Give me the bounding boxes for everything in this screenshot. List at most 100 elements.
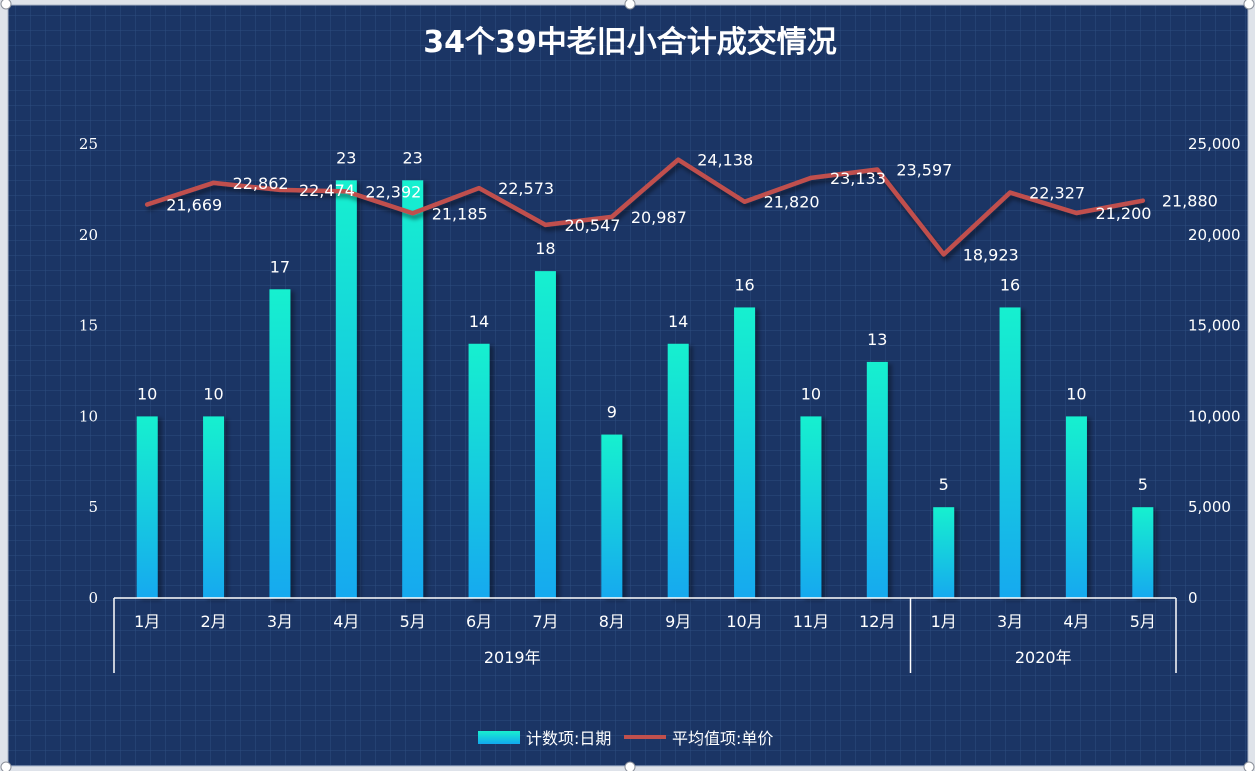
bar (933, 507, 955, 598)
line-value-label: 21,669 (166, 195, 222, 214)
category-label: 3月 (267, 612, 293, 631)
line-data-labels: 21,669 22,862 22,474 22,392 21,185 22,573 20,5… (166, 151, 1218, 265)
bar-value-label: 18 (535, 239, 555, 258)
resize-handle-top-right[interactable] (1243, 0, 1255, 10)
bar-value-label: 10 (137, 384, 157, 403)
bar (667, 343, 689, 598)
resize-handle-bottom-left[interactable] (0, 761, 12, 771)
right-tick-label: 20,000 (1188, 226, 1241, 244)
line-value-label: 23,133 (830, 169, 886, 188)
bar (999, 307, 1021, 598)
category-label: 4月 (1063, 612, 1089, 631)
left-tick-label: 15 (79, 317, 98, 335)
resize-handle-top-left[interactable] (0, 0, 12, 10)
bar (734, 307, 756, 598)
legend-label-bar: 计数项:日期 (526, 729, 611, 748)
line-value-label: 21,820 (764, 193, 820, 212)
bar-data-labels: 10 10 17 23 23 14 18 9 14 16 10 13 5 16 10 5 (137, 148, 1148, 494)
right-axis: 0 5,000 10,000 15,000 20,000 25,000 (1188, 135, 1241, 607)
line-value-label: 22,573 (498, 179, 554, 198)
right-tick-label: 25,000 (1188, 135, 1241, 153)
line-value-label: 22,474 (299, 181, 355, 200)
resize-handle-top[interactable] (624, 0, 636, 10)
line-value-label: 21,880 (1162, 192, 1218, 211)
line-value-label: 21,185 (432, 204, 488, 223)
left-tick-label: 0 (88, 589, 98, 607)
bar (866, 361, 888, 598)
line-value-label: 22,862 (233, 174, 289, 193)
line-value-label: 23,597 (896, 160, 952, 179)
bar (402, 180, 424, 598)
legend-swatch-bar (478, 731, 520, 744)
bar-value-label: 23 (336, 148, 356, 167)
line-series (144, 157, 1146, 257)
line-value-label: 20,547 (564, 216, 620, 235)
bar-value-label: 14 (469, 312, 489, 331)
bar (534, 271, 556, 598)
category-label: 6月 (466, 612, 492, 631)
category-label: 7月 (532, 612, 558, 631)
bar-value-label: 16 (1000, 275, 1020, 294)
line-value-label: 24,138 (697, 151, 753, 170)
left-tick-label: 10 (79, 407, 98, 425)
bar-series (136, 180, 1154, 598)
bar-value-label: 23 (403, 148, 423, 167)
line-value-label: 21,200 (1095, 204, 1151, 223)
bar (468, 343, 490, 598)
bar (136, 416, 158, 598)
category-label: 3月 (997, 612, 1023, 631)
left-tick-label: 5 (88, 498, 98, 516)
category-label: 12月 (859, 612, 895, 631)
bar-value-label: 5 (1138, 475, 1148, 494)
category-label: 2月 (200, 612, 226, 631)
right-tick-label: 5,000 (1188, 498, 1231, 516)
series-line (144, 157, 1146, 257)
resize-handle-bottom[interactable] (624, 761, 636, 771)
right-tick-label: 15,000 (1188, 317, 1241, 335)
bar (800, 416, 822, 598)
bar (335, 180, 357, 598)
line-value-label: 22,327 (1029, 184, 1085, 203)
legend-label-line: 平均值项:单价 (672, 729, 773, 748)
bar-value-label: 10 (1066, 384, 1086, 403)
line-value-label: 20,987 (631, 208, 687, 227)
category-label: 9月 (665, 612, 691, 631)
bar-value-label: 14 (668, 312, 688, 331)
bar (1065, 416, 1087, 598)
left-tick-label: 20 (79, 226, 98, 244)
bar-value-label: 16 (734, 275, 754, 294)
bar-value-label: 10 (801, 384, 821, 403)
category-label: 11月 (793, 612, 829, 631)
left-axis: 0 5 10 15 20 25 (79, 135, 98, 607)
bar-value-label: 17 (270, 257, 290, 276)
bar (601, 434, 623, 598)
category-label: 8月 (599, 612, 625, 631)
legend[interactable]: 计数项:日期 平均值项:单价 (478, 729, 773, 748)
x-axis: 1月 2月 3月 4月 5月 6月 7月 8月 9月 10月 11月 12月 1月 3月 4月 5月 2019年… (113, 597, 1177, 673)
category-label: 1月 (134, 612, 160, 631)
group-label: 2020年 (1015, 648, 1072, 667)
left-tick-label: 25 (79, 135, 98, 153)
line-value-label: 18,923 (963, 245, 1019, 264)
group-label: 2019年 (484, 648, 541, 667)
bar (203, 416, 225, 598)
bar-value-label: 9 (607, 403, 617, 422)
category-label: 1月 (931, 612, 957, 631)
category-label: 4月 (333, 612, 359, 631)
right-tick-label: 0 (1188, 589, 1198, 607)
bar-value-label: 5 (939, 475, 949, 494)
category-label: 5月 (400, 612, 426, 631)
chart-grid (8, 5, 1248, 766)
bar (269, 289, 291, 598)
right-tick-label: 10,000 (1188, 407, 1241, 425)
bar-value-label: 13 (867, 330, 887, 349)
resize-handle-bottom-right[interactable] (1243, 761, 1255, 771)
category-label: 10月 (726, 612, 762, 631)
category-label: 5月 (1130, 612, 1156, 631)
line-value-label: 22,392 (365, 182, 421, 201)
chart-title: 34个39中老旧小合计成交情况 (423, 25, 837, 60)
bar-value-label: 10 (203, 384, 223, 403)
bar (1132, 507, 1154, 598)
